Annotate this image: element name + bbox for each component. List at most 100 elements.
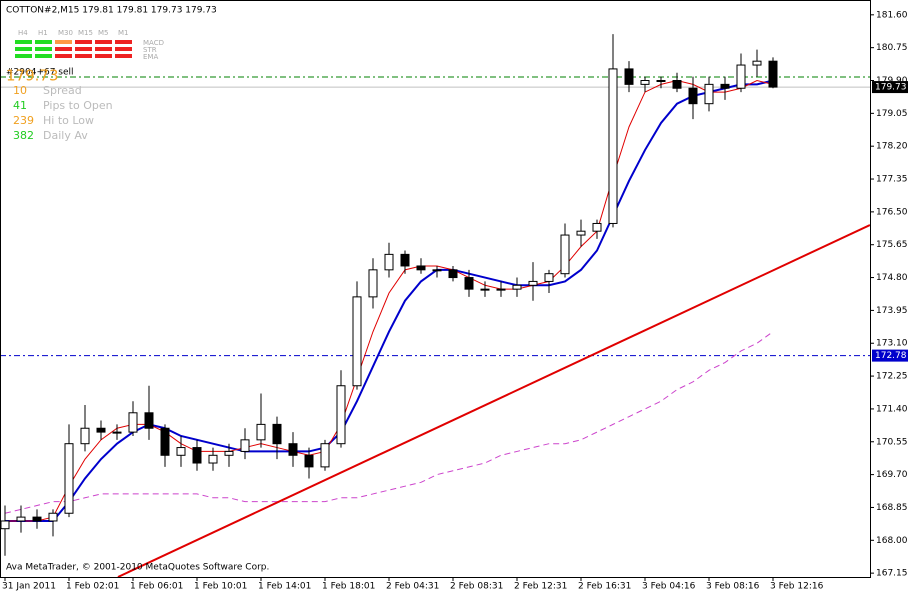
candle-body — [448, 269, 458, 279]
indicator-label: MACD — [143, 39, 164, 47]
y-tick-label: 173.95 — [876, 306, 908, 316]
timeframe-label: M30 — [58, 29, 73, 37]
trendline — [117, 224, 870, 577]
candle-body — [1, 520, 10, 530]
candle-body — [304, 454, 314, 468]
signal-cell — [15, 40, 32, 44]
candle-body — [640, 80, 650, 85]
x-tick-label: 2 Feb 08:31 — [450, 582, 503, 592]
candle-body — [496, 288, 506, 291]
signal-cell — [75, 54, 92, 58]
candle-body — [592, 222, 602, 232]
price-box — [872, 349, 908, 362]
x-tick-label: 1 Feb 02:01 — [66, 582, 119, 592]
indicator-line — [4, 331, 774, 514]
price-box-label: 179.73 — [875, 83, 907, 93]
stat-value: 239 — [13, 114, 34, 127]
stat-label: Daily Av — [43, 129, 88, 142]
y-tick-label: 176.50 — [876, 207, 908, 217]
signal-cell — [55, 40, 72, 44]
y-tick-label: 178.20 — [876, 142, 908, 152]
x-tick-label: 1 Feb 10:01 — [194, 582, 247, 592]
signal-cell — [95, 40, 112, 44]
signal-cell — [75, 40, 92, 44]
y-tick-label: 180.75 — [876, 43, 908, 53]
price-box — [872, 81, 908, 94]
candle-body — [432, 269, 442, 272]
signal-cell — [75, 47, 92, 51]
credit: Ava MetaTrader, © 2001-2010 MetaQuotes S… — [6, 563, 269, 573]
x-tick-label: 1 Feb 14:01 — [258, 582, 311, 592]
signal-cell — [35, 47, 52, 51]
candle-body — [320, 443, 330, 468]
candle-body — [368, 269, 378, 298]
stat-value: 41 — [13, 99, 27, 112]
x-tick-label: 2 Feb 16:31 — [578, 582, 631, 592]
stat-value: 10 — [13, 84, 27, 97]
signal-cell — [95, 47, 112, 51]
candle-body — [80, 427, 90, 445]
candle-body — [224, 450, 234, 456]
timeframe-label: M1 — [118, 29, 129, 37]
signal-cell — [115, 47, 132, 51]
candle-body — [272, 423, 282, 445]
candle-body — [400, 253, 410, 267]
order-label: #2904+67 sell — [6, 68, 74, 78]
candle-body — [176, 447, 186, 456]
candle-body — [464, 277, 474, 290]
candle-body — [192, 447, 202, 464]
plot-area — [1, 34, 870, 577]
y-tick-label: 169.70 — [876, 470, 908, 480]
timeframe-label: M15 — [78, 29, 93, 37]
signal-cell — [55, 47, 72, 51]
candle-body — [688, 87, 698, 105]
y-tick-label: 167.15 — [876, 569, 908, 579]
candle-body — [736, 64, 746, 89]
candle-body — [672, 80, 682, 89]
signal-cell — [55, 54, 72, 58]
y-tick-label: 172.25 — [876, 372, 908, 382]
candle-body — [512, 284, 522, 290]
indicator-label: STR — [143, 46, 157, 54]
candle-body — [352, 296, 362, 387]
x-tick-label: 3 Feb 08:16 — [706, 582, 760, 592]
candle-body — [32, 516, 42, 522]
candle-body — [256, 423, 266, 441]
signal-cell — [15, 47, 32, 51]
candle-body — [240, 439, 250, 452]
candle-body — [544, 273, 554, 282]
stat-value: 382 — [13, 129, 34, 142]
y-tick-label: 170.55 — [876, 437, 908, 447]
signal-cell — [115, 54, 132, 58]
signal-cell — [15, 54, 32, 58]
candle-body — [768, 60, 778, 88]
candle-body — [704, 83, 714, 105]
candle-body — [160, 427, 170, 456]
stat-label: Pips to Open — [43, 99, 113, 112]
candle-body — [560, 234, 570, 275]
timeframe-label: H4 — [18, 29, 28, 37]
candle-body — [96, 427, 106, 433]
chart-title: COTTON#2,M15 179.81 179.81 179.73 179.73 — [6, 6, 217, 16]
y-tick-label: 168.85 — [876, 503, 908, 513]
stat-label: Spread — [43, 84, 82, 97]
signal-cell — [35, 54, 52, 58]
candle-body — [576, 230, 586, 236]
x-tick-label: 3 Feb 04:16 — [642, 582, 696, 592]
x-tick-label: 2 Feb 04:31 — [386, 582, 439, 592]
candle-body — [528, 280, 538, 286]
x-tick-label: 1 Feb 18:01 — [322, 582, 375, 592]
price-box-label: 172.78 — [875, 351, 907, 361]
x-tick-label: 1 Feb 06:01 — [130, 582, 183, 592]
x-tick-label: 3 Feb 12:16 — [770, 582, 824, 592]
candle-body — [208, 454, 218, 464]
candle-body — [16, 516, 26, 522]
candle-body — [752, 60, 762, 66]
candle-body — [480, 288, 490, 291]
y-tick-label: 181.60 — [876, 10, 908, 20]
candle-body — [336, 385, 346, 445]
timeframe-label: H1 — [38, 29, 48, 37]
big-price: 179.73 — [6, 67, 59, 85]
